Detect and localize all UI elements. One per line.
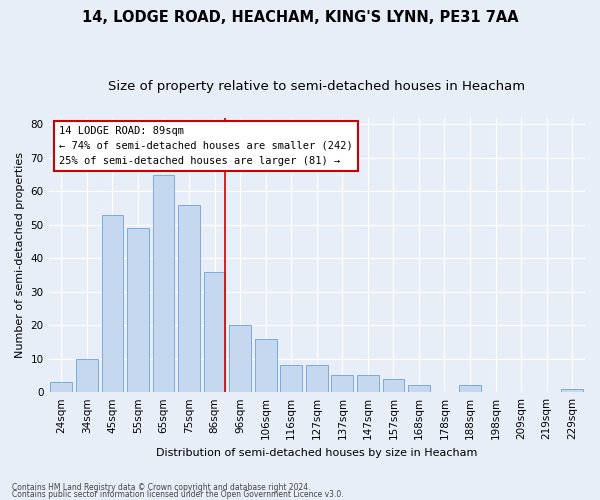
Bar xyxy=(280,366,302,392)
Bar xyxy=(204,272,226,392)
Text: Contains public sector information licensed under the Open Government Licence v3: Contains public sector information licen… xyxy=(12,490,344,499)
Text: 14, LODGE ROAD, HEACHAM, KING'S LYNN, PE31 7AA: 14, LODGE ROAD, HEACHAM, KING'S LYNN, PE… xyxy=(82,10,518,25)
Text: 14 LODGE ROAD: 89sqm
← 74% of semi-detached houses are smaller (242)
25% of semi: 14 LODGE ROAD: 89sqm ← 74% of semi-detac… xyxy=(59,126,353,166)
Bar xyxy=(152,174,175,392)
Bar xyxy=(562,389,583,392)
X-axis label: Distribution of semi-detached houses by size in Heacham: Distribution of semi-detached houses by … xyxy=(156,448,478,458)
Bar xyxy=(178,205,200,392)
Bar xyxy=(383,379,404,392)
Bar xyxy=(255,338,277,392)
Bar xyxy=(306,366,328,392)
Text: Contains HM Land Registry data © Crown copyright and database right 2024.: Contains HM Land Registry data © Crown c… xyxy=(12,484,311,492)
Bar xyxy=(50,382,72,392)
Bar xyxy=(229,326,251,392)
Bar xyxy=(127,228,149,392)
Y-axis label: Number of semi-detached properties: Number of semi-detached properties xyxy=(15,152,25,358)
Title: Size of property relative to semi-detached houses in Heacham: Size of property relative to semi-detach… xyxy=(108,80,526,93)
Bar xyxy=(331,376,353,392)
Bar xyxy=(459,386,481,392)
Bar xyxy=(76,358,98,392)
Bar xyxy=(357,376,379,392)
Bar xyxy=(101,215,123,392)
Bar xyxy=(408,386,430,392)
